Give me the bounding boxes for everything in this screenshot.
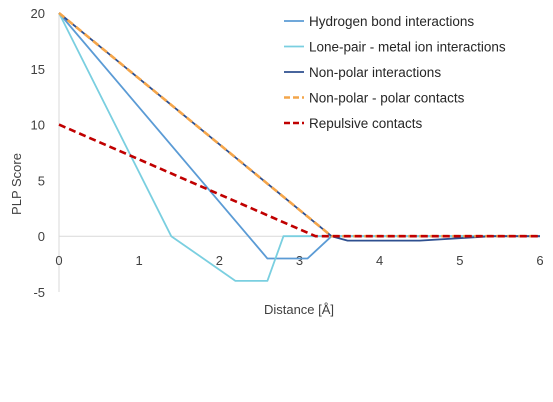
- y-tick-label: 20: [31, 6, 45, 21]
- x-tick-label: 3: [296, 253, 303, 268]
- series-lines: [58, 11, 540, 282]
- y-tick-label: 10: [31, 118, 45, 133]
- y-tick-label: 15: [31, 62, 45, 77]
- y-tick-label: -5: [33, 285, 45, 300]
- axes: 20 15 10 5 0 -5 0 1 2 3 4 5 6: [31, 6, 544, 300]
- series-line-2: [58, 12, 540, 282]
- x-tick-label: 6: [536, 253, 543, 268]
- legend: Hydrogen bond interactions Lone-pair - me…: [284, 14, 506, 131]
- x-tick-label: 5: [456, 253, 463, 268]
- y-tick-label: 5: [38, 173, 45, 188]
- legend-label: Lone-pair - metal ion interactions: [309, 40, 506, 55]
- x-axis-title: Distance [Å]: [264, 302, 334, 317]
- series-line-4: [58, 11, 540, 238]
- y-axis-title: PLP Score: [9, 153, 24, 215]
- legend-label: Hydrogen bond interactions: [309, 14, 474, 29]
- x-tick-label: 4: [376, 253, 383, 268]
- legend-label: Non-polar - polar contacts: [309, 91, 465, 106]
- legend-label: Repulsive contacts: [309, 116, 423, 131]
- x-tick-label: 1: [136, 253, 143, 268]
- legend-label: Non-polar interactions: [309, 65, 441, 80]
- x-tick-label: 2: [216, 253, 223, 268]
- y-tick-label: 0: [38, 229, 45, 244]
- x-tick-label: 0: [55, 253, 62, 268]
- series-line-5: [58, 123, 540, 238]
